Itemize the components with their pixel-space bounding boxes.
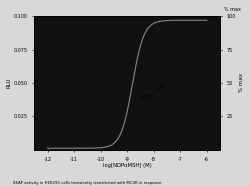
Y-axis label: % max: % max [238,73,243,92]
Text: EC50: EC50 [140,85,163,100]
X-axis label: log[NDPαMSH] (M): log[NDPαMSH] (M) [102,163,151,168]
Y-axis label: RLU: RLU [7,78,12,88]
Text: % max: % max [223,7,240,12]
Text: SEAP activity in HEK293 cells transiently transfected with MC4R in response: SEAP activity in HEK293 cells transientl… [12,181,160,185]
